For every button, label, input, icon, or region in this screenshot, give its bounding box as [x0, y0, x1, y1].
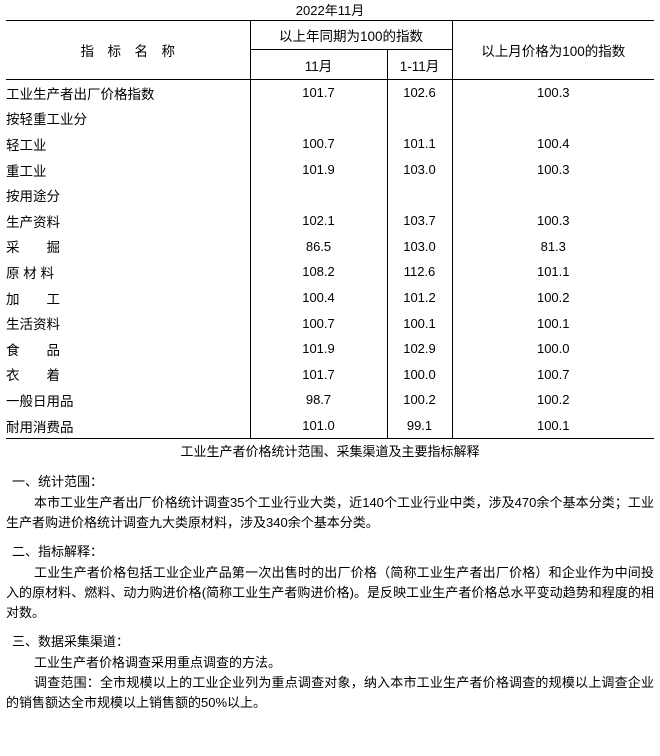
notes-section-1-body: 本市工业生产者出厂价格统计调查35个工业行业大类，近140个工业行业中类，涉及4… — [6, 495, 654, 531]
row-label: 原 材 料 — [6, 259, 251, 285]
row-value-month — [250, 105, 388, 132]
header-indicator-name: 指 标 名 称 — [6, 20, 251, 80]
explanatory-notes: 工业生产者价格统计范围、采集渠道及主要指标解释 一、统计范围： 本市工业生产者出… — [6, 439, 654, 713]
header-sub-month: 11月 — [250, 49, 388, 80]
row-value-mom: 100.2 — [536, 392, 570, 408]
row-label: 按轻重工业分 — [6, 105, 251, 132]
row-label: 加 工 — [6, 284, 251, 311]
row-value-mom: 101.1 — [536, 264, 570, 280]
row-label: 轻工业 — [6, 131, 251, 157]
table-header-row-1: 指 标 名 称 以上年同期为100的指数 以上月价格为100的指数 — [6, 20, 654, 80]
row-value-mom: 100.3 — [536, 162, 570, 178]
notes-section-3-heading: 三、数据采集渠道： — [12, 634, 130, 650]
row-value-mom: 100.7 — [536, 366, 570, 382]
row-value-mom: 100.4 — [536, 136, 570, 152]
notes-section-1-heading: 一、统计范围： — [12, 474, 104, 490]
row-value-mom: 81.3 — [540, 238, 566, 254]
header-mom: 以上月价格为100的指数 — [452, 20, 654, 80]
row-value-month: 101.9 — [250, 335, 388, 362]
row-value-cumulative: 100.2 — [387, 387, 453, 413]
row-label: 食 品 — [6, 335, 251, 362]
row-value-mom — [452, 106, 654, 132]
row-value-mom: 100.3 — [536, 213, 570, 229]
table-row: 加 工 100.4 101.2 100.2 — [6, 284, 654, 311]
row-value-month: 86.5 — [250, 233, 388, 260]
row-value-month: 101.7 — [250, 361, 388, 388]
row-value-month: 100.7 — [250, 310, 388, 336]
row-label: 衣 着 — [6, 361, 251, 388]
row-value-cumulative: 102.6 — [387, 79, 453, 106]
row-value-mom: 100.1 — [536, 315, 570, 331]
table-row: 生产资料 102.1 103.7 100.3 — [6, 207, 654, 234]
row-value-cumulative: 103.0 — [387, 233, 453, 260]
table-row: 一般日用品 98.7 100.2 100.2 — [6, 387, 654, 413]
row-value-cumulative: 100.1 — [387, 310, 453, 336]
row-label: 生产资料 — [6, 207, 251, 234]
row-value-cumulative: 99.1 — [387, 412, 453, 440]
row-value-month: 101.9 — [250, 156, 388, 183]
ppi-statistics-table: 指 标 名 称 以上年同期为100的指数 以上月价格为100的指数 11月 1-… — [6, 20, 654, 440]
table-row: 按轻重工业分 — [6, 105, 654, 132]
table-row: 采 掘 86.5 103.0 81.3 — [6, 233, 654, 260]
notes-title: 工业生产者价格统计范围、采集渠道及主要指标解释 — [180, 444, 480, 460]
notes-section-2-body: 工业生产者价格包括工业企业产品第一次出售时的出厂价格（简称工业生产者出厂价格）和… — [6, 565, 654, 621]
row-label: 生活资料 — [6, 310, 251, 336]
row-value-cumulative — [387, 105, 453, 132]
row-value-month: 101.0 — [250, 412, 388, 440]
table-row: 生活资料 100.7 100.1 100.1 — [6, 310, 654, 336]
row-value-mom — [452, 182, 654, 208]
table-row: 耐用消费品 101.0 99.1 100.1 — [6, 412, 654, 440]
row-value-month: 108.2 — [250, 259, 388, 285]
notes-section-3-body-2: 调查范围：全市规模以上的工业企业列为重点调查对象，纳入本市工业生产者价格调查的规… — [6, 675, 654, 711]
row-value-month: 101.7 — [250, 79, 388, 106]
page-title: 2022年11月 — [295, 3, 365, 18]
row-value-month: 100.4 — [250, 284, 388, 311]
row-label: 重工业 — [6, 156, 251, 183]
row-label: 采 掘 — [6, 233, 251, 260]
table-row: 按用途分 — [6, 182, 654, 208]
table-row: 重工业 101.9 103.0 100.3 — [6, 156, 654, 183]
row-value-month: 100.7 — [250, 131, 388, 157]
table-row: 食 品 101.9 102.9 100.0 — [6, 335, 654, 362]
row-value-cumulative: 103.0 — [387, 156, 453, 183]
row-value-month: 102.1 — [250, 207, 388, 234]
row-value-month — [250, 182, 388, 208]
row-label: 一般日用品 — [6, 387, 251, 413]
row-value-mom: 100.3 — [536, 85, 570, 101]
table-row: 原 材 料 108.2 112.6 101.1 — [6, 259, 654, 285]
table-row: 轻工业 100.7 101.1 100.4 — [6, 131, 654, 157]
row-value-mom: 100.0 — [536, 341, 570, 357]
row-value-cumulative: 101.2 — [387, 284, 453, 311]
row-value-cumulative: 103.7 — [387, 207, 453, 234]
row-label: 按用途分 — [6, 182, 251, 208]
table-row: 工业生产者出厂价格指数 101.7 102.6 100.3 — [6, 79, 654, 106]
notes-section-2-heading: 二、指标解释： — [12, 544, 104, 560]
row-label: 耐用消费品 — [6, 412, 251, 440]
row-value-month: 98.7 — [250, 387, 388, 413]
row-value-cumulative: 112.6 — [387, 259, 453, 285]
notes-section-3-body-1: 工业生产者价格调查采用重点调查的方法。 — [34, 655, 282, 671]
row-value-mom: 100.1 — [452, 412, 654, 440]
table-header-row-2: 11月 1-11月 — [6, 49, 654, 80]
header-sub-cumulative: 1-11月 — [387, 49, 453, 80]
row-value-cumulative: 100.0 — [387, 361, 453, 388]
row-value-cumulative: 101.1 — [387, 131, 453, 157]
row-value-cumulative: 102.9 — [387, 335, 453, 362]
table-row: 衣 着 101.7 100.0 100.7 — [6, 361, 654, 388]
row-value-cumulative — [387, 182, 453, 208]
row-value-mom: 100.2 — [536, 290, 570, 306]
row-label: 工业生产者出厂价格指数 — [6, 79, 251, 106]
header-yoy-group: 以上年同期为100的指数 — [250, 20, 453, 50]
